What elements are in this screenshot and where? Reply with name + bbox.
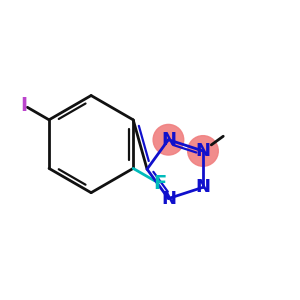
Text: I: I: [20, 96, 27, 115]
Text: N: N: [196, 178, 211, 196]
Text: N: N: [161, 131, 176, 149]
Text: F: F: [153, 174, 166, 193]
Circle shape: [153, 124, 184, 155]
Circle shape: [188, 136, 218, 166]
Text: N: N: [196, 142, 211, 160]
Text: N: N: [161, 190, 176, 208]
